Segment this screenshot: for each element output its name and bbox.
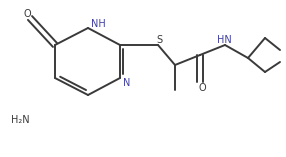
Text: O: O [23, 9, 31, 19]
Text: N: N [123, 78, 130, 88]
Text: S: S [156, 35, 162, 45]
Text: NH: NH [91, 19, 106, 29]
Text: H₂N: H₂N [11, 115, 29, 125]
Text: O: O [198, 83, 206, 93]
Text: HN: HN [217, 35, 231, 45]
